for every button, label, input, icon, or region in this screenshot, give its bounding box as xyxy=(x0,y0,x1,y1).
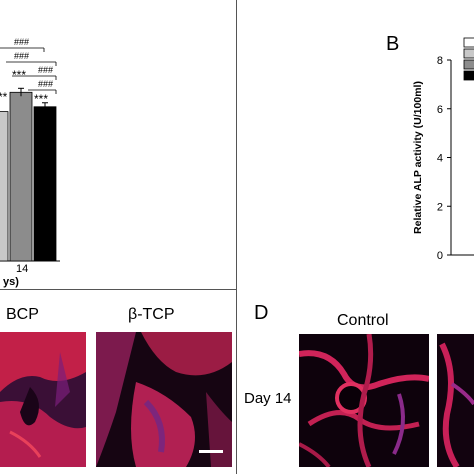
panel-a-bracket-label: ### xyxy=(38,65,53,75)
panel-b-legend-swatch xyxy=(463,70,474,81)
panel-a-bar xyxy=(33,106,57,262)
panel-b-y-tick-label: 6 xyxy=(437,104,443,116)
panel-b-legend-swatch xyxy=(463,59,474,70)
micrograph-bcp xyxy=(0,332,86,467)
panel-b-y-label: Relative ALP activity (U/100ml) xyxy=(412,81,424,234)
panel-a-bracket-label: ### xyxy=(38,79,53,89)
panel-b-y-tick-label: 4 xyxy=(437,153,443,165)
micrograph-partial-day14 xyxy=(437,334,474,467)
panel-d-letter: D xyxy=(254,302,269,324)
panel-d-row-label: Day 14 xyxy=(244,390,292,407)
panel-a-sig-label: *** xyxy=(12,68,26,82)
panel-a-bracket-label: ### xyxy=(14,37,29,47)
panel-b-legend-swatch xyxy=(463,37,474,48)
panel-b-y-tick-label: 2 xyxy=(437,201,443,213)
panel-a-x-tick: 14 xyxy=(16,263,28,275)
panel-c-label-bcp: BCP xyxy=(6,306,39,323)
panel-a-bar xyxy=(0,111,9,262)
panel-a-bracket-label: ### xyxy=(14,51,29,61)
panel-b-y-tick-label: 8 xyxy=(437,55,443,67)
panel-b-y-tick-label: 0 xyxy=(437,250,443,262)
panel-a-bar xyxy=(9,91,33,262)
horizontal-divider xyxy=(0,289,236,290)
panel-d-column-label: Control xyxy=(337,312,389,329)
panel-a-sig-label: ** xyxy=(0,90,8,104)
micrograph-btcp xyxy=(96,332,232,467)
panel-c-label-btcp: β-TCP xyxy=(128,306,175,323)
panel-b-letter: B xyxy=(386,33,400,55)
panel-a-sig-label: *** xyxy=(34,92,48,106)
panel-b-chart: 0 2 4 6 8 Relative ALP activity (U/100ml) xyxy=(412,37,474,262)
panel-a-x-label: ys) xyxy=(3,276,19,288)
vertical-divider xyxy=(236,0,237,474)
panel-b-legend-swatch xyxy=(463,48,474,59)
micrograph-control-day14 xyxy=(299,334,429,467)
